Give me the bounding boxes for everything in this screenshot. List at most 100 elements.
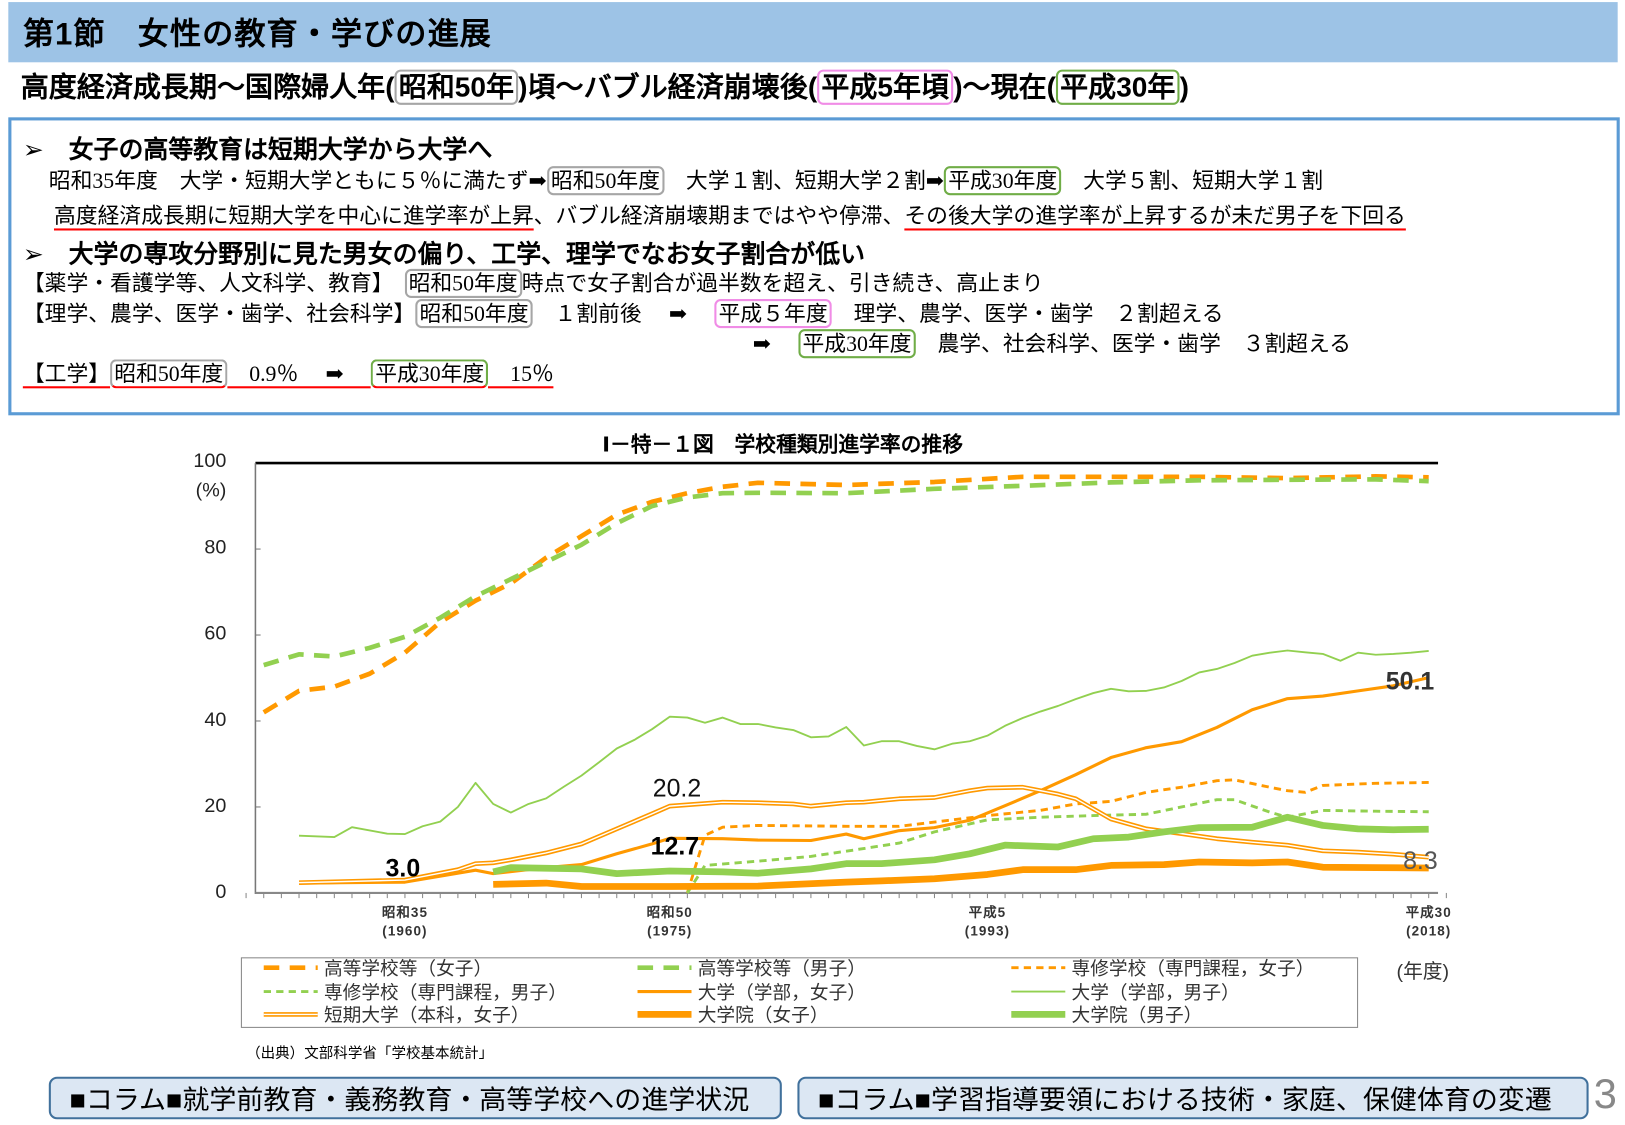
- legend-label: 大学院（男子）: [1071, 1005, 1203, 1026]
- highlight-pink-box: 平成５年度: [714, 299, 832, 329]
- page-title: 第1節 女性の教育・学びの進展: [22, 17, 492, 52]
- series-line-5: [298, 649, 1429, 839]
- column-link-curriculum[interactable]: ■コラム■学習指導要領における技術・家庭、保健体育の変遷: [797, 1076, 1589, 1120]
- legend-item: 大学（学部，女子）: [635, 980, 866, 1003]
- summary-box: [8, 117, 1620, 416]
- summary-line: 【薬学・看護学等、人文科学、教育】 昭和50年度 時点で女子割合が過半数を超え、引…: [23, 267, 1044, 298]
- data-label: 3.0: [386, 854, 421, 882]
- text-segment: )～現在(: [953, 71, 1056, 103]
- x-tick-era: 昭和50: [646, 904, 693, 920]
- highlight-green-box: 平成30年: [1055, 69, 1180, 105]
- data-label: 50.1: [1386, 667, 1435, 695]
- summary-line: 高度経済成長期に短期大学を中心に進学率が上昇、バブル経済崩壊期まではやや停滞、そ…: [53, 199, 1406, 231]
- text-segment: 時点で女子割合が過半数を超え、引き続き、高止まり: [521, 270, 1044, 296]
- data-label: 8.3: [1403, 847, 1438, 875]
- highlight-gray-box: 昭和50年度: [415, 299, 533, 329]
- legend-swatch: [1011, 990, 1066, 993]
- text-segment: 15％: [488, 361, 554, 389]
- series-line-2: [685, 778, 1429, 894]
- legend-label: 大学院（女子）: [697, 1005, 829, 1026]
- highlight-gray-box: 昭和50年度: [404, 268, 522, 298]
- summary-line: 昭和35年度 大学・短期大学ともに５％に満たず➡ 昭和50年度 大学１割、短期大学…: [49, 164, 1324, 196]
- text-segment: ➢ 女子の高等教育は短期大学から大学へ: [22, 136, 493, 165]
- text-segment: 農学、社会科学、医学・歯学 ３割超える: [915, 331, 1352, 357]
- y-tick-label: 0: [215, 881, 227, 904]
- legend-label: 専修学校（専門課程，女子）: [1071, 958, 1315, 980]
- legend-label: 短期大学（本科，女子）: [323, 1005, 530, 1026]
- legend-swatch: [263, 965, 318, 971]
- series-line-6-inner: [299, 786, 1429, 884]
- x-axis-unit: (年度): [1396, 961, 1450, 984]
- text-segment: 【薬学・看護学等、人文科学、教育】: [22, 270, 405, 296]
- legend-item: 短期大学（本科，女子）: [262, 1003, 530, 1026]
- legend-swatch: [637, 1011, 692, 1018]
- text-segment: その後大学の進学率が上昇するが未だ男子を下回る: [904, 203, 1406, 231]
- x-tick-label: 平成5 (1993): [925, 903, 1050, 940]
- legend-swatch: [263, 990, 318, 994]
- bullet-heading: ➢ 大学の専攻分野別に見た男女の偏り、工学、理学でなお女子割合が低い: [23, 234, 865, 270]
- legend-swatch: [1011, 1011, 1066, 1018]
- legend-swatch: [637, 990, 692, 994]
- x-tick-year: (1993): [964, 923, 1011, 939]
- highlight-pink-box: 平成5年頃: [817, 69, 954, 105]
- text-segment: 【工学】: [22, 361, 110, 389]
- column-link-enrollment[interactable]: ■コラム■就学前教育・義務教育・高等学校への進学状況: [48, 1076, 782, 1120]
- y-tick-label: 100: [193, 450, 227, 473]
- page-number: 3: [1593, 1071, 1617, 1118]
- data-label: 12.7: [651, 833, 699, 861]
- text-segment: ➢ 大学の専攻分野別に見た男女の偏り、工学、理学でなお女子割合が低い: [22, 240, 866, 269]
- x-tick-label: 平成30 (2018): [1366, 903, 1491, 940]
- series-line-7: [493, 858, 1429, 890]
- legend-item: 高等学校等（女子）: [262, 956, 493, 980]
- header-bar: [8, 2, 1618, 63]
- legend-label: 大学（学部，女子）: [697, 982, 866, 1003]
- legend-label: 高等学校等（女子）: [323, 958, 493, 980]
- x-tick-era: 昭和35: [381, 904, 429, 920]
- text-segment: 【理学、農学、医学・歯学、社会科学】: [22, 301, 416, 327]
- text-segment: )頃～バブル経済崩壊後(: [518, 71, 818, 103]
- text-segment: 高度経済成長期に短期大学を中心に進学率が上昇: [53, 203, 534, 231]
- legend: [240, 957, 1359, 1028]
- legend-item: 大学院（男子）: [1009, 1003, 1202, 1026]
- legend-label: 大学（学部，男子）: [1071, 982, 1240, 1003]
- y-tick-label: 20: [204, 795, 227, 818]
- x-tick-year: (2018): [1406, 923, 1452, 939]
- text-segment: ): [1179, 71, 1189, 103]
- text-segment: 、バブル経済崩壊期まではやや停滞、: [533, 203, 905, 229]
- legend-swatch: [1011, 966, 1066, 970]
- summary-line: 【理学、農学、医学・歯学、社会科学】 昭和50年度 １割前後 ➡ 平成５年度 理学…: [22, 297, 1224, 329]
- legend-label: 専修学校（専門課程，男子）: [323, 982, 567, 1003]
- legend-swatch: [263, 1012, 318, 1017]
- y-tick-label: 60: [204, 622, 227, 645]
- x-tick-year: (1960): [382, 923, 428, 939]
- legend-item: 専修学校（専門課程，男子）: [262, 980, 567, 1003]
- highlight-green-box: 平成30年度: [944, 166, 1062, 196]
- y-tick-label: 40: [204, 709, 227, 731]
- text-segment: 大学５割、短期大学１割: [1061, 168, 1324, 194]
- legend-item: 大学（学部，男子）: [1009, 980, 1240, 1003]
- text-segment: 大学１割、短期大学２割➡: [664, 168, 945, 194]
- legend-label: 高等学校等（男子）: [697, 958, 866, 980]
- x-tick-era: 平成5: [968, 904, 1007, 920]
- y-tick-label: 80: [204, 536, 227, 559]
- series-line-1: [263, 477, 1429, 668]
- chart-title: Ⅰ－特－１図 学校種類別進学率の推移: [602, 434, 963, 457]
- highlight-green-box: 平成30年度: [798, 329, 916, 359]
- highlight-gray-box: 昭和50年: [394, 69, 519, 105]
- source-note: （出典）文部科学省「学校基本統計」: [246, 1044, 494, 1062]
- summary-line: 【工学】 昭和50年度 0.9％ ➡ 平成30年度 15％: [22, 357, 554, 389]
- x-tick-era: 平成30: [1405, 904, 1452, 920]
- legend-item: 大学院（女子）: [635, 1003, 829, 1026]
- legend-swatch: [637, 965, 692, 971]
- highlight-green-box: 平成30年度: [371, 359, 489, 389]
- text-segment: 理学、農学、医学・歯学 ２割超える: [831, 301, 1224, 327]
- legend-item: 専修学校（専門課程，女子）: [1009, 956, 1314, 979]
- x-tick-label: 昭和50 (1975): [607, 903, 732, 940]
- legend-item: 高等学校等（男子）: [635, 956, 866, 979]
- text-segment: ➡: [752, 331, 799, 357]
- highlight-gray-box: 昭和50年度: [110, 359, 228, 389]
- text-segment: 0.9％ ➡: [227, 361, 372, 389]
- summary-line: ➡ 平成30年度 農学、社会科学、医学・歯学 ３割超える: [752, 327, 1352, 359]
